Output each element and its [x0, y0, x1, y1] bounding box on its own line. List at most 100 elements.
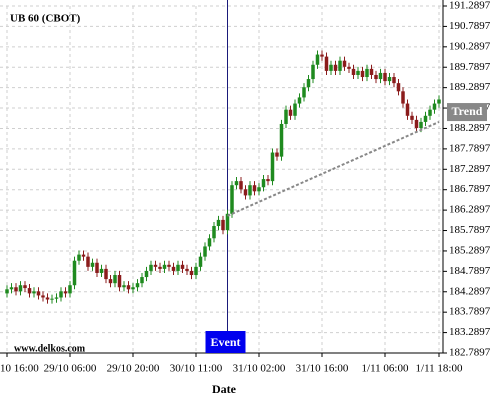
candle-body	[140, 277, 144, 284]
candle-body	[32, 291, 36, 294]
candle-body	[275, 152, 279, 157]
watermark: www.delkos.com	[14, 343, 86, 354]
x-tick-label: 1/11 18:00	[416, 363, 463, 375]
candle-body	[329, 64, 333, 71]
candle-body	[392, 77, 396, 84]
y-tick-label: 189.7897	[449, 61, 491, 73]
x-tick-label: 31/10 16:00	[296, 363, 349, 375]
candle-body	[356, 70, 360, 75]
candle-body	[212, 226, 216, 239]
trend-label: Trend	[452, 104, 483, 118]
candle-body	[176, 264, 180, 271]
candle-body	[374, 74, 378, 80]
candle-body	[117, 275, 122, 288]
x-axis-title: Date	[212, 382, 237, 396]
candle-body	[158, 266, 162, 269]
candle-body	[99, 268, 104, 273]
candle-body	[297, 97, 302, 104]
y-tick-label: 188.2897	[449, 122, 491, 134]
candle-body	[248, 185, 252, 196]
candle-body	[369, 68, 374, 75]
candle-body	[320, 54, 324, 57]
candle-body	[347, 66, 351, 69]
candle-body	[203, 246, 207, 257]
candle-body	[279, 123, 284, 157]
candle-body	[27, 288, 32, 294]
candle-body	[45, 297, 50, 300]
event-label-box	[205, 331, 246, 353]
candle-body	[54, 297, 59, 299]
candle-body	[144, 270, 149, 278]
candle-body	[180, 264, 185, 269]
y-tick-label: 189.2897	[449, 81, 491, 93]
candle-body	[293, 103, 297, 116]
candle-body	[428, 109, 432, 116]
x-tick-label: 30/10 11:00	[170, 363, 223, 375]
x-tick-label: 29/10 06:00	[44, 363, 97, 375]
x-tick-label: 31/10 02:00	[233, 363, 286, 375]
candle-body	[153, 264, 158, 267]
candle-body	[23, 285, 27, 289]
candle-body	[63, 291, 68, 294]
candle-body	[423, 115, 428, 122]
candle-body	[86, 256, 90, 267]
candle-body	[221, 219, 225, 231]
candle-body	[333, 64, 338, 71]
candle-body	[59, 291, 63, 298]
y-tick-label: 187.7897	[449, 142, 491, 154]
candle-body	[113, 275, 117, 284]
candle-body	[360, 70, 365, 78]
candle-body	[419, 121, 423, 129]
candle-body	[171, 266, 176, 271]
candle-body	[14, 287, 18, 292]
y-tick-label: 183.2897	[449, 326, 491, 338]
y-tick-label: 186.7897	[449, 183, 491, 195]
candle-body	[72, 260, 77, 286]
candle-body	[378, 72, 383, 80]
y-tick-label: 183.7897	[449, 306, 491, 318]
y-tick-label: 184.2897	[449, 285, 491, 297]
y-tick-label: 185.2897	[449, 244, 491, 256]
y-tick-label: 185.7897	[449, 224, 491, 236]
y-tick-label: 191.2897	[449, 0, 491, 12]
candle-body	[122, 285, 126, 288]
trend-label-box	[447, 103, 487, 122]
chart-title: UB 60 (CBOT)	[10, 13, 81, 25]
candle-body	[306, 79, 311, 88]
candle-body	[41, 295, 45, 298]
candle-body	[432, 103, 437, 110]
candle-body	[77, 254, 81, 261]
candle-body	[338, 60, 342, 71]
candle-body	[410, 115, 414, 120]
candle-body	[104, 268, 108, 280]
candle-body	[270, 152, 275, 182]
candle-body	[311, 64, 315, 80]
candle-body	[365, 68, 369, 78]
candle-body	[126, 285, 131, 290]
candle-body	[207, 238, 212, 247]
candle-body	[81, 254, 86, 257]
candle-body	[230, 185, 234, 214]
candle-body	[90, 262, 95, 267]
candle-body	[9, 287, 14, 290]
candle-body	[257, 187, 261, 192]
y-tick-label: 182.7897	[449, 347, 491, 359]
x-tick-label: 10 16:00	[0, 363, 39, 375]
candle-body	[288, 109, 293, 116]
candle-body	[351, 68, 356, 75]
candle-body	[266, 179, 270, 182]
candle-body	[194, 266, 198, 276]
candle-body	[50, 298, 54, 300]
candle-body	[189, 270, 194, 276]
trend-line	[227, 121, 440, 217]
candle-body	[5, 289, 9, 294]
candle-body	[401, 91, 405, 104]
candle-body	[315, 54, 320, 65]
candle-body	[234, 181, 239, 186]
candle-body	[225, 213, 230, 231]
candle-body	[261, 179, 266, 188]
y-tick-label: 187.2897	[449, 163, 491, 175]
y-tick-label: 190.7897	[449, 20, 491, 32]
x-tick-label: 1/11 06:00	[362, 363, 409, 375]
